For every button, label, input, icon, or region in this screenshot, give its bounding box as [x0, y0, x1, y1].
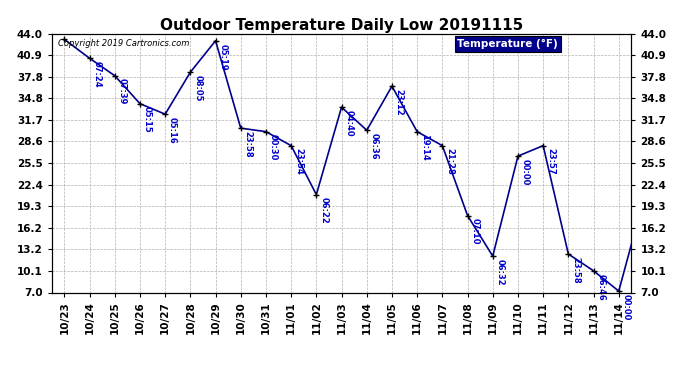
- Text: 23:58: 23:58: [571, 257, 580, 284]
- Title: Outdoor Temperature Daily Low 20191115: Outdoor Temperature Daily Low 20191115: [160, 18, 523, 33]
- Text: 06:36: 06:36: [370, 133, 379, 160]
- Text: 23:12: 23:12: [395, 89, 404, 116]
- Text: 00:30: 00:30: [268, 134, 278, 161]
- Text: Temperature (°F): Temperature (°F): [457, 39, 558, 49]
- Text: 23:54: 23:54: [294, 148, 303, 175]
- Text: 06:22: 06:22: [319, 197, 328, 224]
- Text: 23:58: 23:58: [244, 131, 253, 158]
- Text: 05:16: 05:16: [168, 117, 177, 144]
- Text: 06:32: 06:32: [495, 259, 504, 285]
- Text: 00:00: 00:00: [521, 159, 530, 185]
- Text: 07:24: 07:24: [92, 61, 101, 88]
- Text: 07:39: 07:39: [117, 78, 126, 105]
- Text: 05:19: 05:19: [218, 44, 227, 70]
- Text: 06:46: 06:46: [596, 274, 605, 300]
- Text: 23:57: 23:57: [546, 148, 555, 175]
- Text: 05:15: 05:15: [143, 106, 152, 133]
- Text: 08:05: 08:05: [193, 75, 202, 102]
- Text: 19:14: 19:14: [420, 134, 429, 161]
- Text: 21:28: 21:28: [445, 148, 454, 175]
- Text: 07:10: 07:10: [471, 218, 480, 245]
- Text: 00:00: 00:00: [622, 294, 631, 320]
- Text: 04:07: 04:07: [0, 374, 1, 375]
- Text: Copyright 2019 Cartronics.com: Copyright 2019 Cartronics.com: [57, 39, 189, 48]
- Text: 04:40: 04:40: [344, 110, 353, 136]
